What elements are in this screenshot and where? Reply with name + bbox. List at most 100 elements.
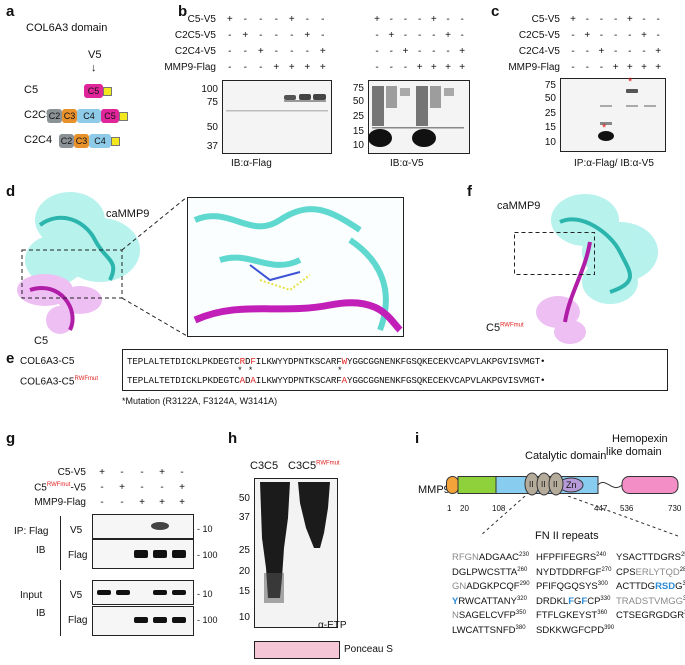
sign-cell: +	[655, 62, 662, 73]
v5-tag	[111, 137, 120, 146]
sign-cell: -	[446, 46, 450, 57]
label-superscript: RWFmut	[316, 460, 340, 467]
sign-cell: +	[99, 467, 105, 478]
mw-marker: 25	[544, 108, 556, 119]
sign-cell: -	[228, 46, 232, 57]
residue-number: 300	[597, 581, 608, 587]
residue-number: 340	[683, 596, 685, 602]
sign-row: - - - + + + +	[370, 62, 470, 78]
sign-cell: -	[389, 14, 393, 25]
sign-cell: -	[375, 62, 379, 73]
sign-cell: -	[305, 46, 309, 57]
sign-cell: -	[656, 30, 660, 41]
blot-g	[92, 514, 194, 636]
position-number: 20	[460, 504, 469, 513]
fn-sequence: YSACTTDGRS250	[616, 552, 685, 563]
lane-label-rwfmut: C3C5RWFmut	[288, 460, 340, 472]
position-number: 108	[492, 504, 506, 513]
fn-sequence: CTSEGRGDGR370	[616, 610, 685, 621]
sign-cell: +	[242, 30, 249, 41]
sign-cell: -	[460, 30, 464, 41]
sign-cell: +	[641, 30, 647, 41]
residue-segment: G	[574, 595, 582, 607]
sign-cell: -	[613, 46, 618, 57]
residue-number: 320	[516, 595, 527, 602]
sequence-row-mut: TEPLALTETDICKLPKDEGTCADAILKWYYDPNTKSCARF…	[127, 375, 546, 386]
sign-cell: +	[304, 62, 311, 73]
sign-cell: -	[243, 62, 247, 73]
mutation-site: A	[239, 375, 246, 386]
blot-caption: IB:α-Flag	[231, 158, 272, 169]
sign-cell: -	[274, 14, 278, 25]
panel-d-letter: d	[6, 183, 16, 200]
residue-segment: ERLYTQD	[635, 566, 680, 578]
c3-domain: C3	[74, 134, 89, 148]
v5-tag	[119, 112, 128, 121]
row-label: C2C5-V5	[174, 30, 216, 41]
fn-sequence: YRWCATTANY320	[452, 596, 527, 607]
sign-row: + - - - + - -	[222, 14, 332, 30]
blot-b-v5	[368, 80, 470, 154]
section-label: IP: Flag	[14, 526, 49, 537]
sign-cell: +	[416, 62, 423, 73]
residue-segment: N	[452, 610, 459, 622]
residue-segment: SAGELCVFP	[458, 610, 516, 622]
mutation-stars: * * *	[127, 366, 342, 376]
panel-b-letter: b	[178, 3, 188, 20]
sign-cell: +	[139, 497, 145, 508]
star-marker: *	[602, 122, 607, 134]
panel-a-title: COL6A3 domain	[26, 22, 108, 34]
sign-cell: +	[430, 14, 437, 25]
ponceau-strip	[254, 641, 340, 659]
blot-h-etp	[254, 478, 338, 628]
sign-cell: -	[628, 46, 632, 57]
position-number: 536	[620, 504, 634, 513]
seq-label-rwfmut: COL6A3-C5RWFmut	[20, 376, 98, 387]
mw-marker: 37	[206, 141, 218, 152]
residue-segment: CTSEGRGDGR	[616, 610, 685, 622]
fn-mark: II	[529, 480, 534, 489]
sign-cell: +	[304, 30, 311, 41]
c5-domain: C5	[84, 84, 103, 98]
label-text: C5	[34, 482, 47, 494]
label-suffix: -V5	[70, 482, 86, 494]
sign-cell: -	[403, 14, 408, 25]
sign-cell: -	[417, 14, 422, 25]
mw-size: - 10	[197, 589, 213, 599]
sign-cell: +	[257, 46, 264, 57]
residue-segment: TRADSTVMGG	[616, 595, 684, 607]
sign-cell: -	[228, 62, 232, 73]
mw-marker: 75	[352, 83, 364, 94]
sign-cell: -	[628, 30, 632, 41]
mw-marker: 10	[238, 612, 250, 623]
label-text: C5	[486, 322, 501, 334]
panel-c-letter: c	[491, 3, 500, 20]
fn-sequence: DRDKLFGFCP330	[536, 596, 610, 607]
section-label: Input	[20, 590, 43, 601]
sign-cell: +	[459, 46, 466, 57]
zn-label: Zn	[566, 480, 577, 490]
row-label: MMP9-Flag	[34, 497, 86, 508]
sign-cell: -	[403, 62, 408, 73]
fn-sequence: SDKKWGFCPD390	[536, 625, 614, 636]
sign-cell: -	[228, 30, 232, 41]
seq-segment: ILKWYYDPNTKSCARF	[255, 356, 342, 367]
row-label: C5-V5	[531, 14, 560, 25]
sign-cell: +	[459, 62, 466, 73]
sign-row: - + - - - + -	[370, 30, 470, 46]
sign-cell: -	[613, 30, 618, 41]
section-label: IB	[36, 545, 46, 556]
mw-marker: 15	[352, 126, 364, 137]
mutation-site: A	[341, 375, 348, 386]
v5-tag	[103, 87, 112, 96]
residue-number: 240	[596, 552, 607, 558]
residue-segment: LWCATTSNFD	[452, 624, 516, 636]
residue-segment: HFPFIFEGRS	[536, 552, 597, 564]
sign-cell: +	[226, 14, 233, 25]
residue-number: 250	[680, 552, 685, 558]
mw-marker: 50	[238, 493, 250, 504]
mw-size: - 100	[197, 550, 218, 560]
sequence-box: TEPLALTETDICKLPKDEGTCRDFILKWYYDPNTKSCARF…	[122, 349, 668, 391]
residue-segment: F	[581, 595, 588, 607]
label-superscript: RWFmut	[46, 482, 71, 488]
